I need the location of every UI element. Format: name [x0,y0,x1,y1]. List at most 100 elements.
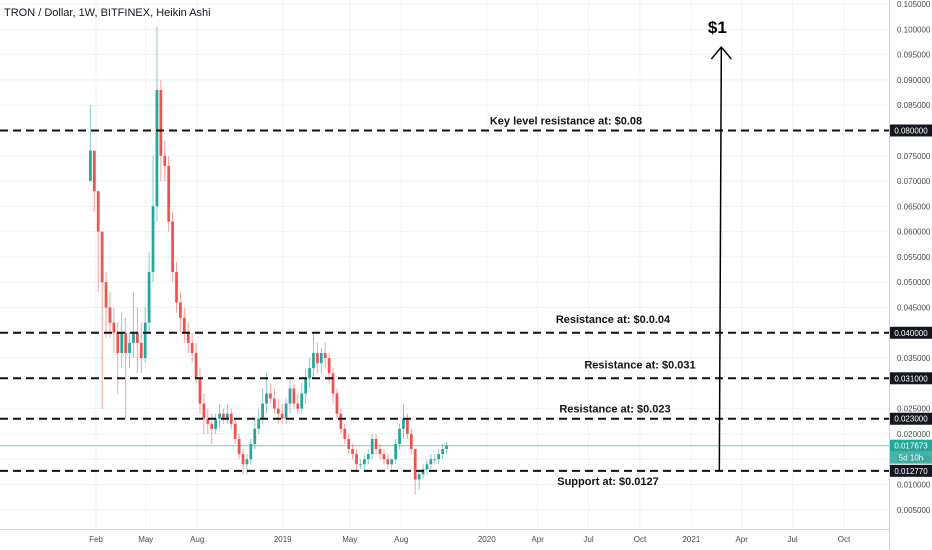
y-tick-label: 0.065000 [897,202,931,211]
candle-body [402,418,405,429]
x-tick-label: Feb [89,535,103,544]
candle-body [233,423,237,439]
x-tick-label: Oct [634,535,647,544]
price-axis[interactable]: 0.105000 0.100000 0.095000 0.090000 0.085000… [897,0,931,515]
candle-body [351,449,354,455]
candle [347,433,351,455]
candle [445,441,448,455]
x-tick-label: Oct [838,535,851,544]
candle-body [253,428,257,445]
candle [120,312,124,369]
y-tick-label: 0.075000 [897,152,931,161]
candle [116,322,120,394]
candle-body [437,454,441,460]
candle [226,403,229,424]
candle [206,408,210,434]
candle-body [229,413,233,424]
candle-body [179,302,182,318]
candle-body [175,272,178,303]
candle-body [323,353,327,359]
candle [316,342,319,374]
candle [92,150,96,212]
time-axis[interactable]: Feb May Aug 2019 May Aug 2020 Apr Jul Oct 2021 Apr J… [89,535,851,544]
candle [355,449,358,470]
candle-body [202,403,206,419]
candle [421,464,425,480]
target-label: $1 [708,18,727,37]
level-price-tag [890,372,932,385]
level-price-tag [890,464,932,477]
candle-body [92,150,96,192]
candle [143,307,147,364]
candle [425,459,429,475]
candle-body [186,332,190,343]
y-tick-label: 0.070000 [897,177,931,186]
candle-body [124,332,127,353]
candle-body [300,393,304,409]
candle [366,449,370,465]
candles [89,26,448,495]
candle [194,342,198,384]
candle [362,454,366,470]
candle [276,398,280,424]
candle [237,433,241,460]
candle [308,358,311,389]
candle [100,231,104,409]
candle-body [132,332,135,343]
level-price-tag-label: 0.012770 [894,467,928,476]
candle [89,105,92,182]
level-price-tag-label: 0.040000 [894,329,928,338]
countdown-tag [890,451,932,464]
candle-body [155,90,159,207]
grid [0,0,889,529]
y-tick-label: 0.010000 [897,480,931,489]
x-tick-label: Jul [787,535,797,544]
candle [104,272,108,338]
level-lines: Key level resistance at: $0.08 Resistance… [0,115,889,488]
candle-body [218,413,221,419]
candle-body [374,438,378,450]
y-tick-label: 0.050000 [897,278,931,287]
candle [190,332,194,364]
arrow-head [710,45,732,60]
candle [417,469,421,490]
y-tick-label: 0.060000 [897,228,931,237]
y-tick-label: 0.095000 [897,51,931,60]
candle [272,388,276,414]
candle [409,428,413,455]
candle-body [116,332,120,353]
candle [222,408,225,424]
candle-body [359,464,362,466]
candle [429,454,433,470]
candle-body [296,403,300,409]
candle-body [159,90,163,156]
candle [167,155,171,232]
candle-body [441,449,444,455]
candle [179,292,182,333]
candle [441,444,444,460]
candle-body [304,378,308,394]
candle-body [257,418,261,429]
candle [343,423,347,445]
candle [331,368,335,404]
current-price-tag-label: 0.017673 [894,442,928,451]
candle [406,413,409,439]
candle-body [269,393,272,399]
candle [175,261,178,313]
candle [304,368,308,404]
candle [198,368,202,414]
candle-body [171,221,174,273]
y-tick-label: 0.045000 [897,303,931,312]
candle [128,332,131,369]
y-tick-label: 0.090000 [897,76,931,85]
x-tick-label: 2020 [478,535,496,544]
y-tick-label: 0.100000 [897,25,931,34]
candle [132,292,135,359]
candle-body [139,342,143,359]
x-tick-label: Aug [394,535,408,544]
chart-title: TRON / Dollar, 1W, BITFINEX, Heikin Ashi [4,7,211,19]
candle-body [100,231,104,283]
candle [155,26,159,222]
candle [182,307,186,343]
